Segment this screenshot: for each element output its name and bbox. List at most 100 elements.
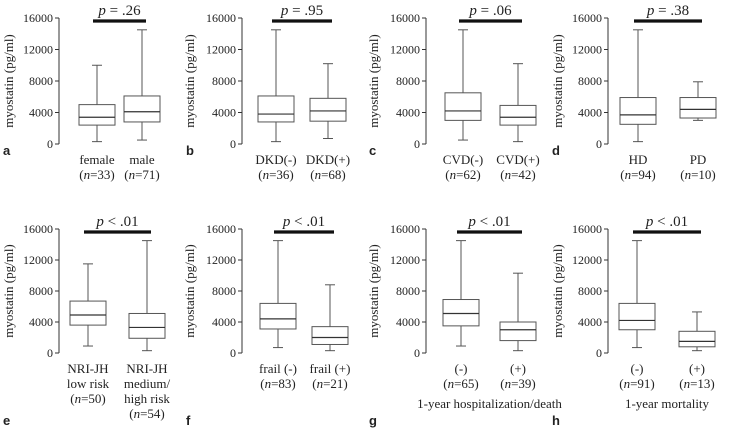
p-value-label: p = .06 xyxy=(468,3,512,19)
p-value-label: p < .01 xyxy=(467,214,510,230)
n-symbol: n xyxy=(75,391,82,406)
panel-label: f xyxy=(186,413,191,428)
n-value: =91) xyxy=(630,376,655,391)
panel-label: a xyxy=(3,143,11,158)
category-label-line: medium/ xyxy=(124,376,171,391)
panel-label: c xyxy=(369,143,376,158)
box-f-2: frail (+)(n=21) xyxy=(310,284,351,391)
p-symbol: p xyxy=(468,3,477,19)
p-value-label: p < .01 xyxy=(95,214,138,230)
n-value: =36) xyxy=(269,167,294,182)
n-symbol: n xyxy=(448,376,455,391)
p-symbol: p xyxy=(467,214,476,230)
n-symbol: n xyxy=(505,167,512,182)
category-label-line: (n=42) xyxy=(500,167,536,182)
iqr-box xyxy=(679,97,717,119)
paren: ( xyxy=(620,167,624,182)
box-f-1: frail (-)(n=83) xyxy=(259,240,297,391)
y-tick-label: 16000 xyxy=(390,11,420,25)
category-label-line: (-) xyxy=(455,361,468,376)
iqr-box xyxy=(128,312,166,339)
panel-label: d xyxy=(552,143,560,158)
n-symbol: n xyxy=(624,376,631,391)
box-a-1: female(n=33) xyxy=(78,64,116,182)
y-tick-label: 12000 xyxy=(572,43,602,57)
n-symbol: n xyxy=(134,406,141,421)
category-label-line: (n=68) xyxy=(310,167,346,182)
iqr-box xyxy=(499,104,537,126)
iqr-box xyxy=(619,97,657,125)
n-value: =68) xyxy=(321,167,346,182)
p-value-label: p = .38 xyxy=(646,3,689,19)
n-value: =54) xyxy=(140,406,165,421)
y-tick-label: 12000 xyxy=(206,43,236,57)
p-value-text: = .38 xyxy=(654,3,689,19)
n-symbol: n xyxy=(317,376,324,391)
x-axis-label: 1-year hospitalization/death xyxy=(417,396,562,411)
category-label-line: (n=71) xyxy=(124,167,160,182)
p-symbol: p xyxy=(280,3,289,19)
category-label-line: (n=33) xyxy=(79,167,115,182)
y-tick-label: 8000 xyxy=(396,74,420,88)
paren: ( xyxy=(260,376,264,391)
category-label-line: (n=54) xyxy=(129,406,165,421)
y-tick-label: 12000 xyxy=(206,253,236,267)
boxplot-panel-d: 0 4000 8000 12000 16000 myostatin (pg/ml) p = … xyxy=(550,3,717,182)
category-label-line: (n=62) xyxy=(445,167,481,182)
box-g-1: (-) (n=65) xyxy=(442,240,480,391)
iqr-box xyxy=(259,302,297,330)
box-d-2: PD(n=10) xyxy=(679,81,717,182)
iqr-box xyxy=(444,92,482,121)
n-value: =10) xyxy=(691,167,716,182)
iqr-box xyxy=(123,95,161,123)
y-tick-label: 16000 xyxy=(206,222,236,236)
box-b-1: DKD(-)(n=36) xyxy=(255,29,297,182)
category-label-line: (+) xyxy=(689,361,705,376)
paren: ( xyxy=(310,167,314,182)
iqr-box xyxy=(257,95,295,123)
y-tick-label: 12000 xyxy=(23,43,53,57)
category-label-line: (n=50) xyxy=(70,391,106,406)
box-h-1: (-)(n=91) xyxy=(618,240,656,391)
n-value: =65) xyxy=(454,376,479,391)
p-symbol: p xyxy=(646,3,655,19)
y-tick-label: 16000 xyxy=(206,11,236,25)
boxplot-panel-h: 0 4000 8000 12000 16000 myostatin (pg/ml) p < … xyxy=(550,214,716,428)
iqr-box xyxy=(311,326,349,345)
category-label-line: (-) xyxy=(631,361,644,376)
category-label-line: (n=10) xyxy=(680,167,716,182)
n-value: =33) xyxy=(90,167,115,182)
boxplot-panel-f: 0 4000 8000 12000 16000 myostatin (pg/ml) p < … xyxy=(182,214,350,428)
p-value-label: p < .01 xyxy=(645,214,688,230)
iqr-box xyxy=(678,330,716,348)
category-label-line: frail (+) xyxy=(310,361,351,376)
y-tick-label: 0 xyxy=(47,346,53,360)
category-label-line: PD xyxy=(690,152,707,167)
y-tick-label: 8000 xyxy=(29,284,53,298)
y-tick-label: 16000 xyxy=(23,11,53,25)
paren: ( xyxy=(312,376,316,391)
y-axis-label: myostatin (pg/ml) xyxy=(366,244,381,338)
y-axis-label: myostatin (pg/ml) xyxy=(550,34,565,128)
n-value: =62) xyxy=(456,167,481,182)
panel-label: h xyxy=(552,413,560,428)
category-label-line: (+) xyxy=(510,361,526,376)
x-axis-label: 1-year mortality xyxy=(625,396,710,411)
y-tick-label: 8000 xyxy=(29,74,53,88)
y-tick-label: 16000 xyxy=(572,11,602,25)
iqr-box xyxy=(78,104,116,126)
paren: ( xyxy=(443,376,447,391)
iqr-box xyxy=(442,299,480,327)
y-tick-label: 8000 xyxy=(578,284,602,298)
box-h-2: (+)(n=13) xyxy=(678,311,716,391)
p-value-label: p = .95 xyxy=(280,3,323,19)
p-value-label: p = .26 xyxy=(97,3,141,19)
y-tick-label: 8000 xyxy=(396,284,420,298)
n-symbol: n xyxy=(315,167,322,182)
n-symbol: n xyxy=(263,167,270,182)
y-tick-label: 0 xyxy=(414,137,420,151)
boxplot-panel-g: 0 4000 8000 12000 16000 myostatin (pg/ml) p < … xyxy=(366,214,562,428)
y-tick-label: 0 xyxy=(414,346,420,360)
